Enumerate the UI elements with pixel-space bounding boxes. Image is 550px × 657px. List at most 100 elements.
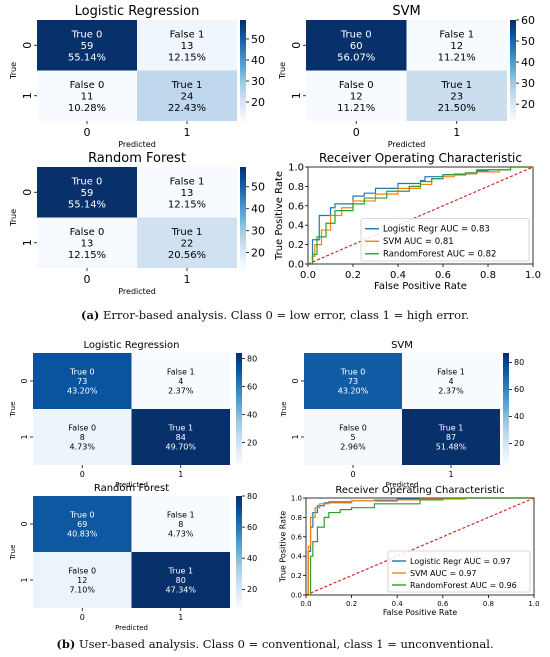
y-tick-label: 0.6 [291, 533, 303, 541]
colorbar-segment [240, 232, 246, 236]
y-axis-label: True Positive Rate [274, 171, 285, 261]
colorbar-segment [510, 30, 516, 34]
cell-label: 73 [348, 377, 358, 386]
x-tick-label: 0.6 [437, 600, 449, 608]
colorbar-segment [503, 378, 509, 382]
cell-label: False 0 [68, 423, 96, 432]
x-tick-label: 0.4 [390, 270, 406, 281]
colorbar-tick-label: 40 [514, 412, 524, 421]
colorbar-segment [236, 518, 242, 522]
cell-label: 22.43% [168, 103, 206, 114]
colorbar-segment [236, 532, 242, 536]
cell-label: False 1 [170, 176, 205, 187]
colorbar-segment [236, 515, 242, 519]
colorbar-segment [503, 456, 509, 460]
x-tick-label: 0 [84, 273, 91, 286]
chart-title: Random Forest [88, 151, 186, 166]
roc-series-line [308, 166, 533, 265]
heatmap-cell [402, 353, 500, 409]
colorbar-segment [510, 27, 516, 31]
cell-label: 4 [178, 377, 183, 386]
y-axis-label: True [278, 62, 287, 80]
cell-label: 51.48% [436, 442, 467, 451]
colorbar-tick-label: 20 [521, 98, 535, 111]
y-tick-label: 0 [291, 378, 300, 383]
colorbar-segment [503, 448, 509, 452]
colorbar-segment [503, 403, 509, 407]
colorbar-segment [240, 105, 246, 109]
colorbar-segment [240, 184, 246, 188]
colorbar-segment [240, 118, 246, 122]
colorbar-segment [240, 50, 246, 54]
colorbar-segment [503, 367, 509, 371]
y-tick-label: 1.0 [288, 163, 304, 174]
roc-series-line [306, 497, 534, 596]
colorbar-segment [236, 504, 242, 508]
y-tick-label: 0 [21, 189, 34, 196]
y-axis-label: True [9, 209, 18, 227]
x-tick-label: 0.2 [346, 600, 357, 608]
colorbar-segment [236, 431, 242, 435]
colorbar-segment [510, 47, 516, 51]
x-tick-label: 0 [80, 613, 85, 622]
colorbar-segment [240, 95, 246, 99]
colorbar-segment [240, 199, 246, 203]
y-tick-label: 1 [20, 434, 29, 439]
y-tick-label: 0.0 [288, 260, 304, 271]
cell-label: 55.14% [68, 52, 106, 63]
cell-label: 4.73% [70, 442, 96, 451]
colorbar-segment [240, 73, 246, 77]
colorbar-segment [240, 78, 246, 82]
cell-label: False 1 [439, 29, 474, 40]
colorbar-segment [236, 585, 242, 589]
colorbar-tick-label: 80 [514, 358, 524, 367]
colorbar-segment [240, 209, 246, 214]
colorbar-segment [510, 110, 516, 115]
cell-label: False 1 [167, 510, 195, 519]
chart-a-3: Receiver Operating Characteristic 0.0 0.2 0… [274, 151, 541, 292]
cell-label: True 1 [171, 227, 203, 238]
colorbar-segment [240, 52, 246, 56]
colorbar-segment [240, 250, 246, 254]
colorbar-tick-label: 40 [251, 203, 265, 216]
cell-label: 20.56% [168, 250, 206, 261]
colorbar-segment [240, 242, 246, 246]
colorbar-segment [240, 197, 246, 201]
colorbar-segment [503, 400, 509, 404]
legend-label: Logistic Regr AUC = 0.97 [410, 557, 511, 566]
colorbar-tick-label: 80 [247, 354, 257, 363]
colorbar-tick-label: 40 [251, 54, 265, 67]
colorbar-segment [240, 227, 246, 231]
cell-label: 59 [81, 41, 94, 52]
y-axis-label: True Positive Rate [279, 511, 288, 583]
y-axis-label: True [280, 402, 288, 418]
colorbar-segment [240, 247, 246, 251]
colorbar-segment [236, 400, 242, 404]
colorbar-segment [236, 549, 242, 553]
heatmap-cell [33, 496, 132, 552]
colorbar-segment [503, 355, 509, 360]
colorbar-segment [510, 55, 516, 59]
colorbar-tick-label: 20 [251, 96, 265, 109]
cell-label: 12 [77, 576, 87, 585]
colorbar-segment [240, 45, 246, 49]
colorbar-segment [236, 501, 242, 505]
x-tick-label: 1.0 [525, 270, 541, 281]
cell-label: True 0 [69, 510, 95, 519]
cell-label: 7.10% [70, 585, 96, 594]
legend-label: SVM AUC = 0.81 [383, 237, 454, 247]
colorbar-segment [236, 543, 242, 547]
cell-label: 87 [446, 433, 456, 442]
y-tick-label: 0 [290, 42, 303, 49]
heatmap-cell [304, 353, 402, 409]
cell-label: 43.20% [338, 386, 369, 395]
y-tick-label: 1 [21, 92, 34, 99]
colorbar-segment [503, 375, 509, 379]
heatmap-cell [37, 70, 137, 121]
colorbar-segment [236, 411, 242, 416]
colorbar-segment [236, 428, 242, 432]
colorbar-segment [240, 37, 246, 41]
cell-label: 12.15% [68, 250, 106, 261]
colorbar-segment [236, 599, 242, 603]
